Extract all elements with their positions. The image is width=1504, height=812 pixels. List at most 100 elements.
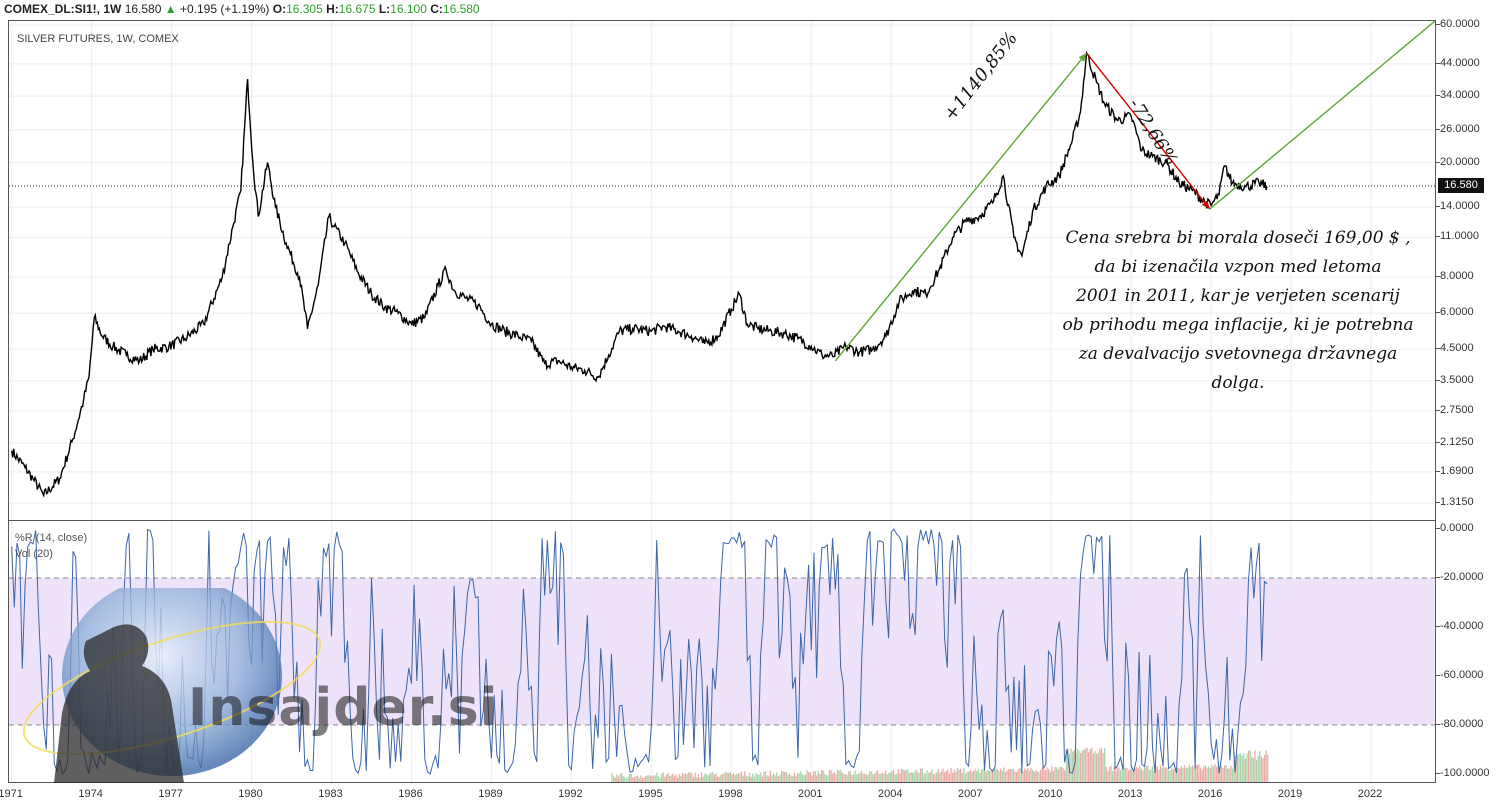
indicator-pane[interactable]: %R (14, close) Vol (20) [8,520,1436,783]
indicator-chart-svg [9,521,1435,782]
volume-bar [918,773,920,782]
volume-bar [846,775,848,782]
volume-bar [992,770,994,782]
time-axis-tick: 1992 [558,788,583,800]
volume-bar [1255,759,1258,782]
volume-bar [1156,766,1158,782]
time-axis-tick: 2016 [1197,788,1223,800]
volume-bar [1014,771,1016,782]
volume-bar [793,772,795,782]
volume-bar [872,773,874,782]
volume-bar [681,773,684,782]
volume-bar [995,768,997,782]
volume-bar [629,773,631,782]
note-line: Cena srebra bi morala doseči 169,00 $ , [1065,228,1411,248]
price-pane[interactable]: SILVER FUTURES, 1W, COMEX [8,20,1436,521]
volume-bar [737,773,739,782]
price-axis[interactable]: 60.0000 44.0000 34.0000 26.0000 20.0000 14.00… [1435,18,1504,783]
volume-bar [659,777,661,782]
volume-bar [661,773,663,782]
volume-bar [1135,766,1138,782]
volume-bar [803,775,805,782]
volume-bar [1153,770,1155,782]
volume-bar [1267,754,1269,782]
volume-bar [977,768,979,782]
volume-bar [905,769,907,782]
volume-bar [854,770,856,782]
volume-bar [1129,769,1131,782]
volume-bar [1196,764,1198,782]
volume-bar [1167,770,1170,782]
note-line: ob prihodu mega inflacije, ki je potrebn… [1062,315,1414,335]
volume-bar [683,774,685,782]
volume-bar [800,771,802,782]
volume-bar [1025,769,1027,782]
volume-bar [641,777,644,782]
time-axis[interactable]: 1971 1974 1977 1980 1983 1986 1989 1992 1995 1998… [0,783,1436,805]
volume-bar [718,776,720,782]
volume-bar [726,772,728,782]
volume-bar [662,772,664,782]
volume-bar [745,775,747,782]
volume-bar [691,773,693,782]
volume-bar [915,770,917,782]
volume-bar [1032,769,1034,782]
volume-bar [785,772,787,782]
volume-bar [760,772,762,782]
fall-trendline [1086,52,1211,210]
volume-bar [924,773,927,782]
volume-bar [1195,765,1197,782]
open-label: O: [272,2,287,16]
volume-bar [1035,770,1037,782]
volume-bar [902,769,904,782]
wr-axis-tick: -80.0000 [1435,718,1484,730]
volume-bar [625,778,628,782]
volume-bar [939,772,941,782]
volume-indicator-title[interactable]: Vol (20) [15,548,53,560]
last-price-label: 16.580 [1438,177,1484,193]
volume-bar [862,773,864,782]
volume-bar [952,772,954,782]
price-pane-title: SILVER FUTURES, 1W, COMEX [17,33,179,45]
volume-bar [873,774,875,782]
volume-bar [739,773,741,782]
wr-indicator-title[interactable]: %R (14, close) [15,532,88,544]
volume-bar [1214,763,1216,782]
volume-bar [825,775,827,782]
volume-bar [1022,771,1024,782]
time-axis-tick: 2022 [1357,788,1383,800]
volume-bar [1016,771,1018,782]
volume-bar [990,771,992,782]
volume-bar [1228,768,1230,782]
volume-bar [673,775,676,782]
volume-bar [969,770,971,782]
volume-bar [1099,749,1101,782]
volume-bar [1185,767,1187,782]
volume-bar [1020,769,1023,782]
volume-bar [1043,767,1045,782]
volume-bar [1030,767,1032,782]
volume-bar [633,777,636,782]
volume-bar [1139,765,1141,782]
volume-bar [988,770,991,782]
volume-bar [1067,748,1069,782]
volume-bar [788,773,791,782]
projection-trendline [1209,21,1435,210]
volume-bar [1078,750,1080,782]
volume-bar [1065,749,1067,782]
volume-bar [881,772,883,782]
volume-bar [1097,752,1099,782]
volume-bar [1118,767,1120,782]
volume-bar [784,771,786,782]
volume-bar [664,776,666,782]
volume-bar [748,772,751,782]
volume-bar [672,773,674,782]
volume-bar [1247,750,1250,782]
volume-bar [619,774,621,782]
volume-bar [1019,768,1021,782]
volume-bar [1177,767,1179,782]
volume-bar [1166,767,1168,782]
volume-bar [1207,766,1210,782]
symbol-label[interactable]: COMEX_DL:SI1!, 1W [4,2,122,16]
volume-bar [624,776,626,782]
